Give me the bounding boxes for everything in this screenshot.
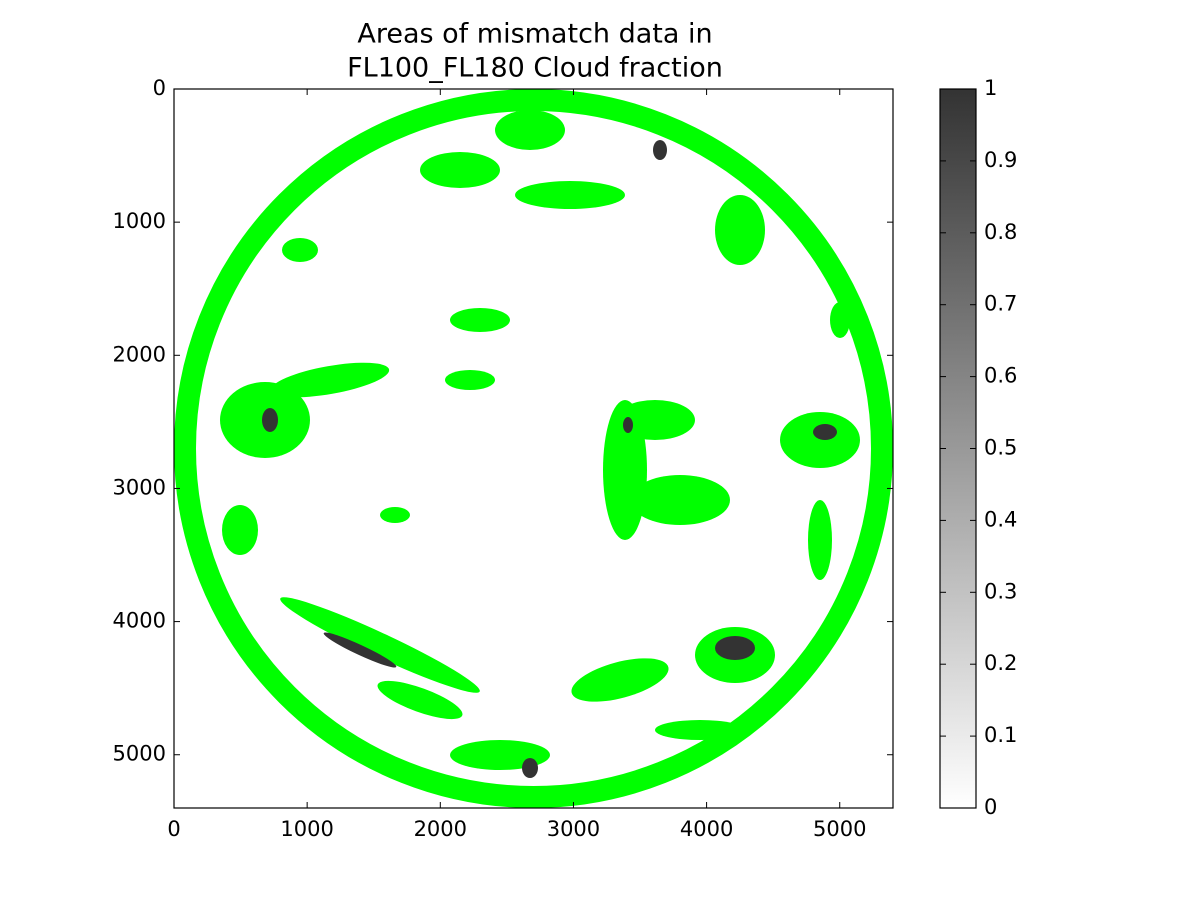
x-tick-label: 4000 — [680, 817, 733, 841]
colorbar-tick-label: 0.8 — [984, 220, 1017, 244]
disk-edge — [174, 89, 893, 808]
mismatch-areas — [220, 110, 860, 770]
y-tick-label: 1000 — [113, 209, 166, 233]
colorbar-tick-label: 0.5 — [984, 436, 1017, 460]
x-tick-label: 5000 — [813, 817, 866, 841]
plot-frame — [173, 88, 894, 809]
colorbar-tick-label: 1 — [984, 76, 997, 100]
x-tick-label: 1000 — [280, 817, 333, 841]
image-layer — [174, 89, 893, 808]
chart-title: Areas of mismatch data in — [357, 19, 712, 50]
y-tick-label: 4000 — [113, 609, 166, 633]
x-tick-label: 0 — [167, 817, 180, 841]
colorbar-tick-label: 0.3 — [984, 579, 1017, 603]
colorbar-tick-label: 0.1 — [984, 723, 1017, 747]
x-tick-label: 2000 — [414, 817, 467, 841]
cloud-fraction-spots — [262, 140, 837, 778]
chart-title: FL100_FL180 Cloud fraction — [347, 53, 723, 84]
colorbar-tick-label: 0 — [984, 795, 997, 819]
y-tick-label: 3000 — [113, 475, 166, 499]
colorbar-tick-label: 0.2 — [984, 651, 1017, 675]
y-tick-label: 5000 — [113, 742, 166, 766]
colorbar-tick-label: 0.4 — [984, 507, 1017, 531]
colorbar-tick-label: 0.6 — [984, 364, 1017, 388]
x-tick-label: 3000 — [547, 817, 600, 841]
y-tick-label: 2000 — [113, 342, 166, 366]
y-tick-label: 0 — [153, 76, 166, 100]
colorbar-tick-label: 0.9 — [984, 148, 1017, 172]
colorbar-tick-label: 0.7 — [984, 292, 1017, 316]
